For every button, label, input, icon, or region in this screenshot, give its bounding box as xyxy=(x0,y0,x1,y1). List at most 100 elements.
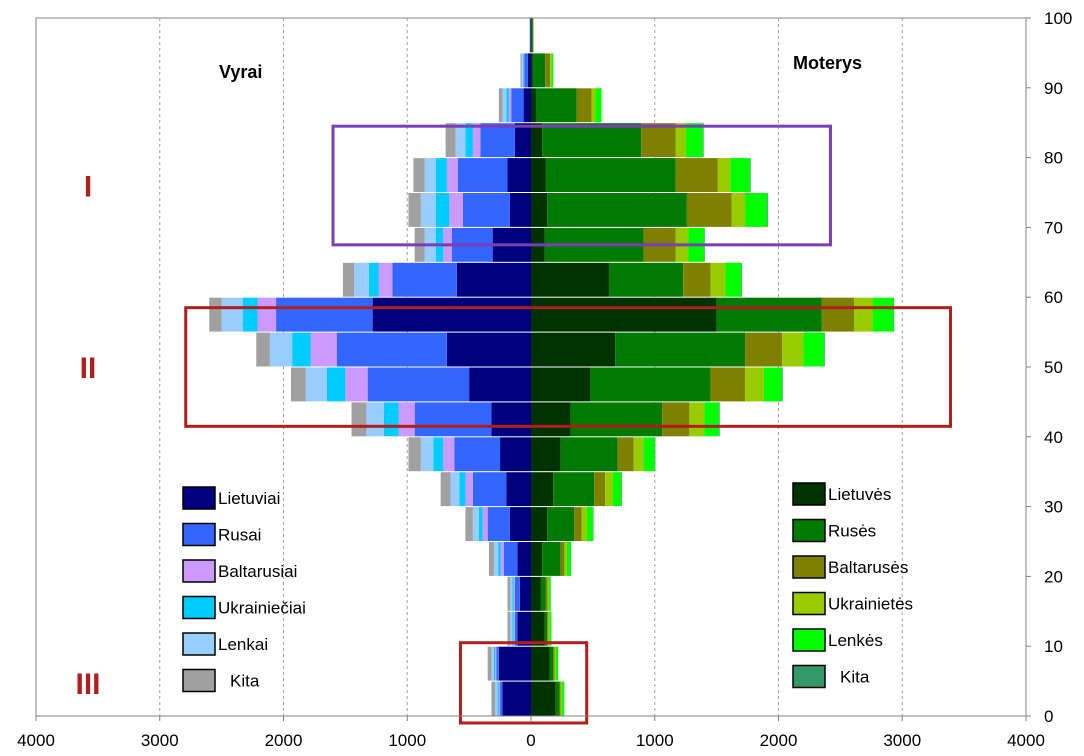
bar-men-lietuviai xyxy=(456,262,531,297)
legend-swatch xyxy=(792,628,826,652)
bar-women-lietuvės xyxy=(531,402,571,437)
bar-men-lenkai xyxy=(420,193,436,227)
bar-women-kita xyxy=(654,437,656,472)
bar-men-lietuviai xyxy=(372,297,531,332)
bar-men-baltarusiai xyxy=(472,123,481,158)
bar-women-lietuvės xyxy=(531,262,609,297)
bar-women-ukrainietės xyxy=(633,437,644,472)
bar-men-lenkai xyxy=(472,507,480,541)
bar-women-baltarusės xyxy=(662,402,690,437)
bar-women-lietuvės xyxy=(531,646,550,681)
bar-women-lietuvės xyxy=(531,88,536,123)
bar-women-kita xyxy=(767,193,768,227)
y-tick-label: 50 xyxy=(1044,358,1063,377)
women-label: Moterys xyxy=(793,53,862,73)
bar-women-rusės xyxy=(531,18,533,53)
legend-swatch xyxy=(182,632,216,656)
bar-men-ukrainiečiai xyxy=(522,53,524,88)
bar-women-lenkės xyxy=(643,437,655,472)
bar-women-lietuvės xyxy=(531,18,532,53)
bar-women-baltarusės xyxy=(553,646,555,681)
bar-women-rusės xyxy=(553,472,595,507)
legend-swatch xyxy=(792,664,826,689)
bar-women-kita xyxy=(703,123,704,158)
legend-swatch xyxy=(182,595,216,620)
bar-men-kita xyxy=(290,367,306,402)
bar-women-kita xyxy=(782,367,783,402)
bar-women-lenkės xyxy=(566,542,571,576)
legend-label: Lietuviai xyxy=(218,489,280,508)
bar-men-kita xyxy=(209,297,222,332)
bar-women-lenkės xyxy=(612,472,622,507)
bar-men-baltarusiai xyxy=(446,158,458,192)
legend-label: Baltarusiai xyxy=(218,562,297,581)
highlight-box-i xyxy=(331,124,832,247)
bar-women-ukrainietės xyxy=(554,646,556,681)
bar-men-lenkai xyxy=(420,437,434,472)
bar-men-kita xyxy=(408,437,421,472)
legend-women: Lietuvės Rusės Baltarusės Ukrainietės Lenkės… xyxy=(792,482,913,689)
bar-women-ukrainietės xyxy=(548,611,550,646)
bar-women-ukrainietės xyxy=(710,262,726,297)
bar-women-rusės xyxy=(542,542,561,576)
bar-women-lenkės xyxy=(763,367,783,402)
bar-men-lietuviai xyxy=(491,402,531,437)
bar-women-kita xyxy=(893,297,895,332)
legend-label: Rusės xyxy=(828,522,876,541)
bar-women-rusės xyxy=(532,53,546,88)
bar-women-baltarusės xyxy=(576,88,592,123)
bar-men-lenkai xyxy=(424,158,436,192)
bar-men-baltarusiai xyxy=(513,611,515,646)
bar-men-ukrainiečiai xyxy=(433,437,444,472)
bar-men-rusai xyxy=(529,18,531,53)
bar-men-baltarusiai xyxy=(523,53,525,88)
bar-women-baltarusės xyxy=(683,262,711,297)
bar-women-lietuvės xyxy=(531,297,717,332)
highlight-label-iii: III xyxy=(75,668,100,701)
bar-women-lietuvės xyxy=(531,437,561,472)
bar-women-rusės xyxy=(535,88,577,123)
bar-women-ukrainietės xyxy=(605,472,613,507)
bar-women-lietuvės xyxy=(531,507,548,541)
bar-men-lenkai xyxy=(305,367,327,402)
bar-women-lenkės xyxy=(595,88,602,123)
legend-men: Lietuviai Rusai Baltarusiai Ukrainiečiai Len… xyxy=(182,486,306,693)
bar-women-baltarusės xyxy=(710,367,746,402)
bar-men-lietuviai xyxy=(527,53,531,88)
bar-men-baltarusiai xyxy=(398,402,415,437)
bar-men-ukrainiečiai xyxy=(435,158,447,192)
bar-men-lenkai xyxy=(493,542,499,576)
bar-men-baltarusiai xyxy=(498,681,501,716)
bar-women-rusės xyxy=(608,262,684,297)
bar-women-lenkės xyxy=(561,681,565,716)
bar-women-rusės xyxy=(544,611,548,646)
bar-women-baltarusės xyxy=(545,53,551,88)
legend-label: Ukrainietės xyxy=(828,595,913,614)
bar-men-kita xyxy=(445,123,456,158)
bar-women-kita xyxy=(621,472,622,507)
bar-men-ukrainiečiai xyxy=(435,193,450,227)
bar-women-lietuvės xyxy=(531,681,556,716)
bar-women-baltarusės xyxy=(821,297,854,332)
bar-men-ukrainiečiai xyxy=(326,367,346,402)
bar-men-rusai xyxy=(454,437,501,472)
y-tick-label: 40 xyxy=(1044,428,1063,447)
bar-women-rusės xyxy=(549,646,554,681)
y-tick-label: 80 xyxy=(1044,149,1063,168)
bar-men-lietuviai xyxy=(517,542,531,576)
bar-men-lenkai xyxy=(354,262,369,297)
bar-men-lenkai xyxy=(450,472,460,507)
y-tick-label: 0 xyxy=(1044,707,1053,726)
bar-men-ukrainiečiai xyxy=(497,681,499,716)
x-tick-label: 3000 xyxy=(141,731,179,750)
bar-men-lenkai xyxy=(521,53,523,88)
bar-men-rusai xyxy=(472,472,507,507)
bar-men-rusai xyxy=(392,262,457,297)
legend-swatch xyxy=(182,522,216,547)
bars-layer xyxy=(209,18,895,716)
legend-swatch xyxy=(182,486,216,510)
bar-men-baltarusiai xyxy=(345,367,368,402)
bar-women-ukrainietės xyxy=(550,53,552,88)
